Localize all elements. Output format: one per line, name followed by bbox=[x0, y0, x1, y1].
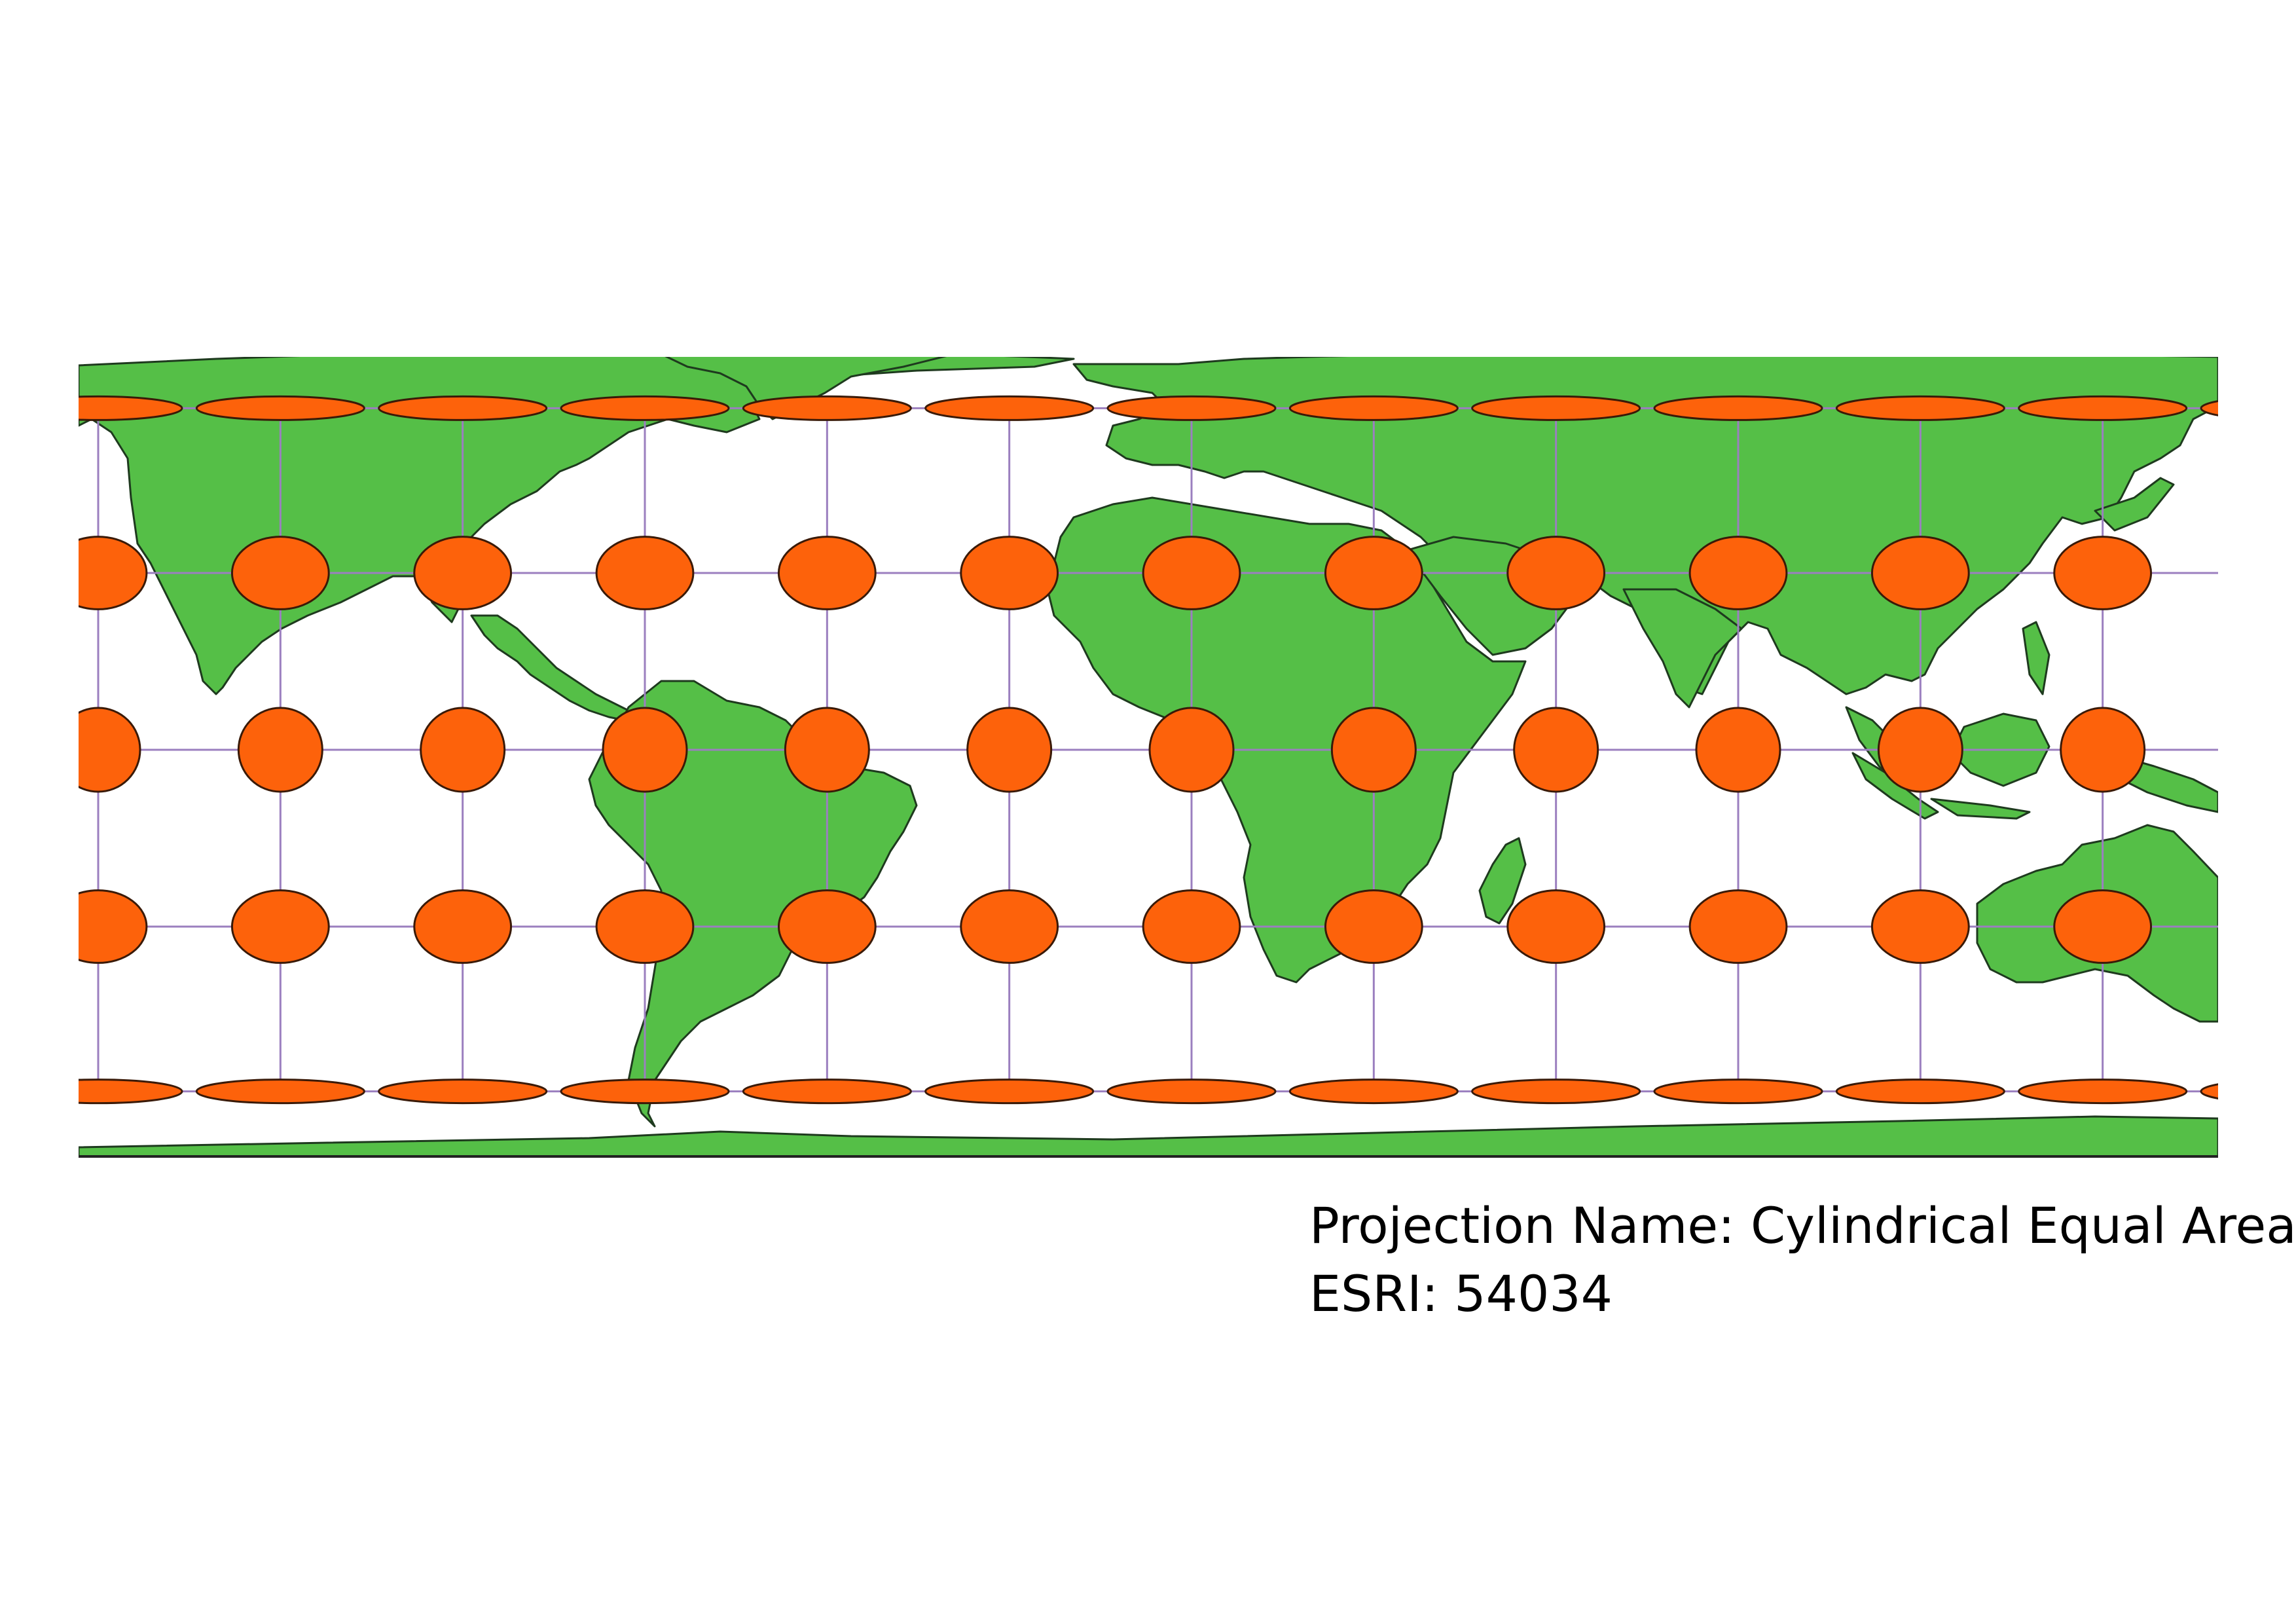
tissot-ellipse bbox=[1688, 536, 1788, 610]
tissot-ellipse bbox=[595, 536, 695, 610]
tissot-ellipse bbox=[1695, 707, 1781, 793]
tissot-ellipse bbox=[2018, 395, 2188, 421]
tissot-ellipse bbox=[2200, 1083, 2218, 1099]
projection-name-label: Projection Name: Cylindrical Equal Area bbox=[1309, 1196, 2296, 1255]
tissot-ellipse bbox=[2060, 707, 2146, 793]
tissot-ellipse bbox=[79, 1079, 183, 1105]
philippines-landmass bbox=[2022, 621, 2050, 695]
india-landmass bbox=[1622, 588, 1743, 709]
tissot-ellipse bbox=[2236, 537, 2296, 610]
tissot-ellipse bbox=[2018, 1079, 2188, 1105]
madagascar-landmass bbox=[1478, 837, 1527, 925]
tissot-ellipse bbox=[742, 395, 912, 421]
tissot-ellipse bbox=[924, 1079, 1095, 1105]
tissot-ellipse bbox=[1513, 707, 1599, 793]
tissot-ellipse bbox=[560, 1079, 730, 1105]
tissot-ellipse bbox=[1506, 889, 1606, 964]
tissot-ellipse bbox=[420, 707, 506, 793]
tissot-ellipse bbox=[784, 707, 870, 793]
tissot-ellipse bbox=[777, 536, 877, 610]
tissot-ellipse bbox=[79, 889, 148, 964]
tissot-ellipse bbox=[960, 536, 1059, 610]
tissot-ellipse bbox=[742, 1079, 912, 1105]
tissot-ellipse bbox=[560, 395, 730, 421]
tissot-ellipse bbox=[966, 707, 1053, 793]
tissot-ellipse bbox=[2053, 889, 2153, 964]
tissot-ellipse bbox=[1506, 536, 1606, 610]
tissot-ellipse bbox=[2053, 536, 2153, 610]
tissot-ellipse bbox=[378, 1079, 548, 1105]
tissot-ellipse bbox=[413, 536, 513, 610]
tissot-ellipse bbox=[1870, 889, 1970, 964]
tissot-ellipse bbox=[1288, 395, 1459, 421]
japan-landmass bbox=[2094, 477, 2175, 532]
tissot-ellipse bbox=[2243, 708, 2296, 792]
tissot-ellipse bbox=[230, 889, 330, 964]
tissot-ellipse bbox=[237, 707, 323, 793]
java-landmass bbox=[1930, 798, 2031, 820]
tissot-ellipse bbox=[230, 536, 330, 610]
tissot-ellipse bbox=[195, 1079, 365, 1105]
tissot-ellipse bbox=[79, 536, 148, 610]
tissot-ellipse bbox=[1877, 707, 1963, 793]
land-masses bbox=[79, 357, 2218, 1157]
map-caption: Projection Name: Cylindrical Equal Area … bbox=[1309, 1192, 2296, 1328]
tissot-ellipse bbox=[1688, 889, 1788, 964]
tissot-ellipse bbox=[79, 707, 141, 793]
tissot-ellipse bbox=[924, 395, 1095, 421]
tissot-ellipse bbox=[595, 889, 695, 964]
tissot-ellipse bbox=[1653, 1079, 1823, 1105]
tissot-ellipse bbox=[195, 395, 365, 421]
tissot-ellipse bbox=[1148, 707, 1235, 793]
central-america-landmass bbox=[470, 614, 636, 722]
tissot-ellipse bbox=[1835, 1079, 2005, 1105]
tissot-ellipse bbox=[1471, 1079, 1641, 1105]
tissot-ellipse bbox=[602, 707, 688, 793]
antarctica-landmass bbox=[79, 1115, 2218, 1157]
tissot-ellipse bbox=[960, 889, 1059, 964]
tissot-ellipse bbox=[413, 889, 513, 964]
tissot-ellipse bbox=[1330, 707, 1417, 793]
tissot-indicatrices bbox=[79, 395, 2296, 1105]
tissot-ellipse bbox=[1142, 889, 1241, 964]
tissot-ellipse bbox=[1653, 395, 1823, 421]
tissot-ellipse bbox=[378, 395, 548, 421]
tissot-ellipse bbox=[1471, 395, 1641, 421]
tissot-ellipse bbox=[1324, 889, 1423, 964]
tissot-ellipse bbox=[2236, 891, 2296, 963]
tissot-ellipse bbox=[1288, 1079, 1459, 1105]
tissot-ellipse bbox=[1835, 395, 2005, 421]
esri-code-label: ESRI: 54034 bbox=[1309, 1264, 1613, 1323]
tissot-ellipse bbox=[1324, 536, 1423, 610]
tissot-ellipse bbox=[1106, 395, 1277, 421]
tissot-ellipse bbox=[1106, 1079, 1277, 1105]
tissot-ellipse bbox=[79, 395, 183, 421]
tissot-ellipse bbox=[1142, 536, 1241, 610]
tissot-ellipse bbox=[1870, 536, 1970, 610]
tissot-ellipse bbox=[777, 889, 877, 964]
tissot-ellipse bbox=[2200, 400, 2218, 416]
